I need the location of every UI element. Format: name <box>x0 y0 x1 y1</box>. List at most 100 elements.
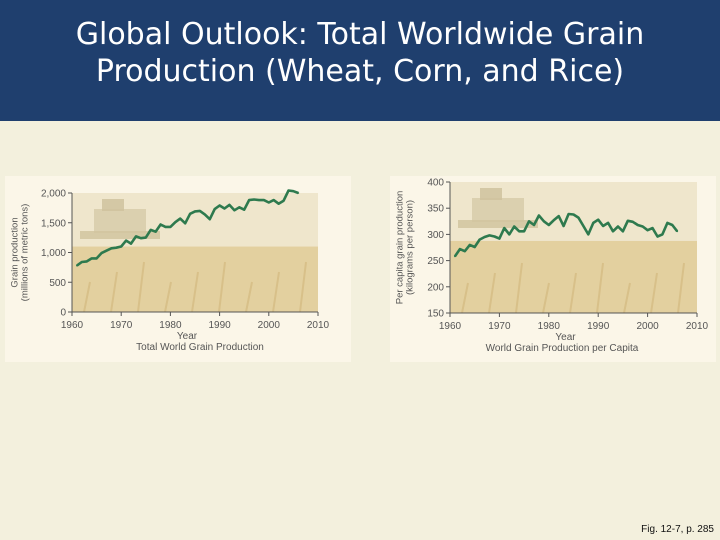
data-point <box>459 248 461 250</box>
data-point <box>503 227 506 229</box>
wheat-stalk <box>596 262 604 314</box>
x-tick-label: 2000 <box>636 321 659 332</box>
y-tick-label: 2,000 <box>41 189 66 200</box>
wheat-stalk <box>299 261 307 313</box>
combine-harvester-header <box>458 220 538 228</box>
y-axis-label-line-2: (millions of metric tons) <box>19 204 30 302</box>
wheat-stalk <box>515 262 523 314</box>
x-tick-label: 1980 <box>538 321 561 332</box>
chart-total-production: 0 500 1,000 1,500 2,000 1960 1970 1980 1990 2000 2… <box>9 189 330 354</box>
data-point <box>144 236 147 239</box>
combine-harvester-header <box>80 231 160 239</box>
data-point <box>557 215 560 217</box>
data-point <box>100 252 103 254</box>
data-point <box>76 264 78 267</box>
x-tick-label: 2000 <box>258 320 281 331</box>
data-point <box>518 230 521 233</box>
data-point <box>203 213 206 216</box>
wheat-stalk <box>569 272 577 314</box>
y-tick-label: 250 <box>427 256 444 267</box>
data-point <box>454 255 456 258</box>
x-tick-label: 2010 <box>307 320 330 331</box>
data-point <box>130 242 132 245</box>
slide-title: Global Outlook: Total Worldwide Grain Pr… <box>0 16 720 90</box>
y-tick-label: 150 <box>427 309 444 320</box>
data-point <box>267 201 270 204</box>
data-point <box>538 214 540 217</box>
chart-title: Total World Grain Production <box>136 342 264 353</box>
data-point <box>646 229 649 232</box>
combine-harvester-cab <box>102 199 124 211</box>
data-point <box>661 233 664 236</box>
x-tick-label: 1980 <box>159 320 182 331</box>
slide-title-line-1: Global Outlook: Total Worldwide Grain <box>75 17 645 52</box>
data-point <box>292 190 295 193</box>
data-point <box>676 230 679 233</box>
data-point <box>80 261 83 263</box>
data-point <box>110 247 113 250</box>
data-point <box>282 199 285 202</box>
combine-harvester-body <box>472 198 524 222</box>
data-point <box>488 234 491 237</box>
data-point <box>184 222 187 225</box>
data-point <box>533 224 535 226</box>
wheat-stalk <box>272 271 280 313</box>
data-point <box>543 220 545 223</box>
y-tick-label: 0 <box>60 308 66 319</box>
y-tick-label: 1,500 <box>41 218 66 229</box>
data-point <box>115 246 118 249</box>
data-point <box>636 224 639 226</box>
data-point <box>105 249 108 252</box>
data-point <box>607 222 609 224</box>
data-point <box>135 235 137 238</box>
data-point <box>478 238 481 241</box>
y-axis-label-line-1: Grain production <box>9 217 20 287</box>
data-point <box>233 209 236 212</box>
combine-harvester-body <box>94 209 146 233</box>
data-point <box>562 225 565 227</box>
wheat-stalk <box>164 281 172 313</box>
data-point <box>612 230 614 233</box>
data-point <box>125 239 127 242</box>
data-point <box>120 245 123 248</box>
data-point <box>154 230 157 233</box>
data-point <box>508 233 511 236</box>
data-point <box>582 225 585 227</box>
data-point <box>631 220 634 223</box>
wheat-stalk <box>461 282 469 314</box>
data-point <box>85 260 88 263</box>
data-point <box>287 189 290 192</box>
data-point <box>572 213 575 216</box>
chart-panel-total: 0 500 1,000 1,500 2,000 1960 1970 1980 1990 2000 2… <box>5 176 351 362</box>
x-tick-label: 1970 <box>488 321 511 332</box>
data-point <box>95 257 98 260</box>
x-tick-label: 2010 <box>686 321 709 332</box>
y-axis-label-line-1: Per capita grain production <box>394 191 405 305</box>
photo-background <box>450 182 697 314</box>
data-point <box>641 225 644 228</box>
y-axis-label-line-2: (kilograms per person) <box>404 200 415 295</box>
x-tick-label: 1970 <box>110 320 133 331</box>
data-point <box>248 199 251 201</box>
data-point <box>228 204 231 206</box>
y-tick-label: 350 <box>427 204 444 215</box>
x-axis-label: Year <box>177 331 198 342</box>
data-point <box>592 222 595 224</box>
wheat-stalk <box>110 271 118 313</box>
data-point <box>602 225 604 227</box>
wheat-stalk <box>83 281 91 313</box>
data-point <box>189 212 192 215</box>
data-point <box>622 230 624 233</box>
chart-per-capita-production: 150 200 250 300 350 400 1960 1970 1980 1990 2000 20… <box>394 178 709 355</box>
data-point <box>90 257 93 260</box>
figure-caption: Fig. 12-7, p. 285 <box>641 524 714 535</box>
data-point <box>617 225 619 228</box>
data-point <box>277 202 280 205</box>
data-point <box>468 244 471 246</box>
data-point <box>513 225 516 228</box>
data-point <box>208 218 211 221</box>
wheat-stalk <box>677 262 685 314</box>
data-point <box>651 227 654 229</box>
data-point <box>577 216 580 219</box>
x-axis-label: Year <box>555 332 576 343</box>
